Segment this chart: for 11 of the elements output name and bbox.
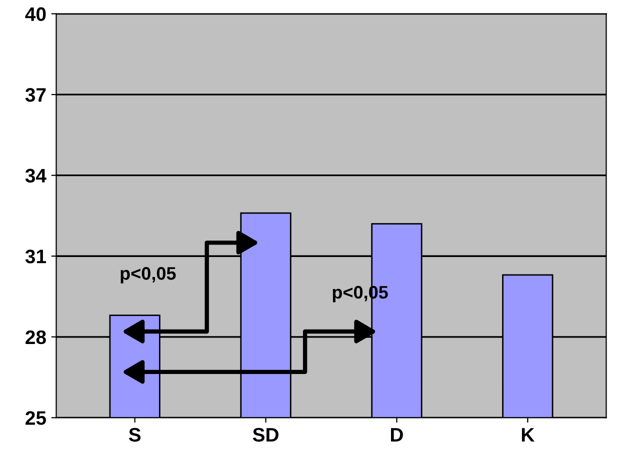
x-tick-label: K — [522, 428, 535, 442]
x-tick-label: SD — [252, 428, 278, 442]
y-tick-label: 28 — [26, 330, 46, 344]
x-tick-label: D — [391, 428, 403, 442]
y-tick-label: 34 — [25, 168, 46, 183]
annotation: p<0,05 — [120, 267, 176, 284]
x-tick-label: S — [128, 428, 141, 442]
y-tick-label: 37 — [25, 88, 46, 102]
y-tick-label: 31 — [25, 250, 46, 264]
y-tick-label: 40 — [25, 7, 46, 22]
y-tick-label: 25 — [26, 411, 46, 425]
